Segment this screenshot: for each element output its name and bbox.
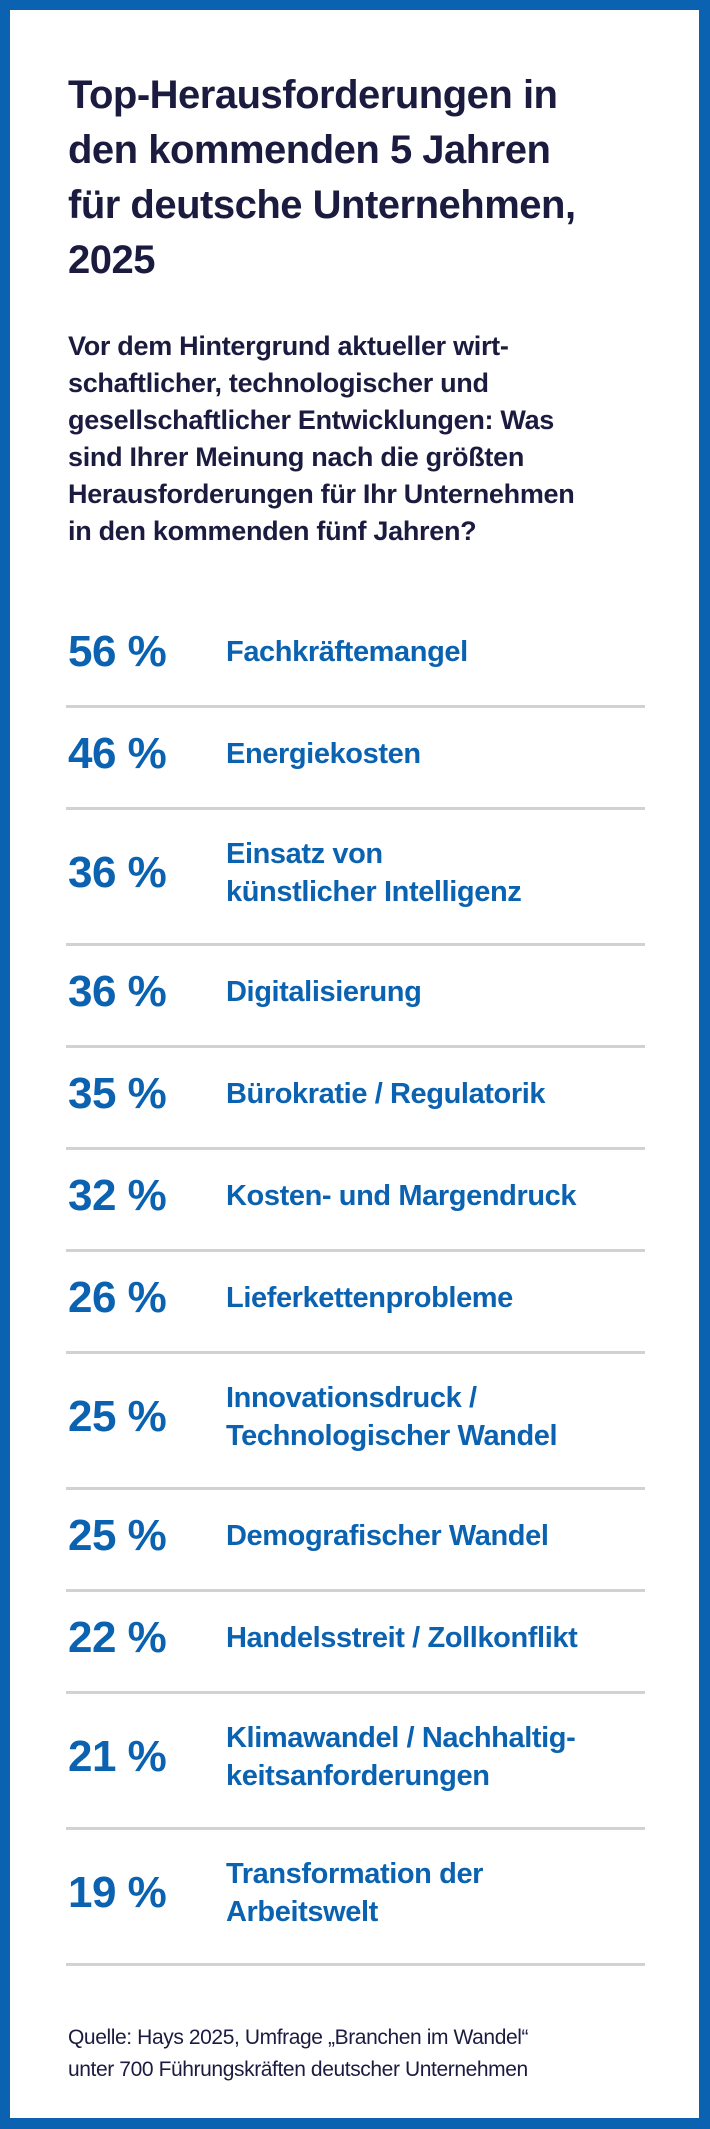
survey-question: Vor dem Hintergrund aktueller wirt- scha… (68, 331, 575, 546)
item-percentage: 25 % (68, 1510, 167, 1560)
list-item: 36 % Einsatz von künstlicher Intelligenz (66, 810, 645, 946)
item-percentage: 46 % (68, 728, 167, 778)
list-item: 21 % Klimawandel / Nachhaltig- keitsanfor… (66, 1694, 645, 1830)
list-item: 22 % Handelsstreit / Zollkonflikt (66, 1592, 645, 1694)
item-percentage: 25 % (68, 1391, 167, 1441)
item-label: Transformation der Arbeitswelt (226, 1857, 484, 1928)
item-percentage: 36 % (68, 847, 167, 897)
list-item: 36 % Digitalisierung (66, 946, 645, 1048)
item-label: Handelsstreit / Zollkonflikt (226, 1621, 578, 1654)
item-percentage: 26 % (68, 1272, 167, 1322)
infographic-card: Top-Herausforderungen in den kommenden 5… (10, 10, 699, 2118)
list-item: 56 % Fachkräftemangel (66, 606, 645, 708)
challenge-list: 56 % Fachkräftemangel 46 % Energiekosten 36 … (66, 606, 645, 1966)
list-item: 19 % Transformation der Arbeitswelt (66, 1830, 645, 1966)
item-label: Fachkräftemangel (226, 635, 468, 668)
item-label: Energiekosten (226, 737, 421, 770)
item-label: Klimawandel / Nachhaltig- keitsanforderu… (226, 1721, 576, 1792)
item-percentage: 35 % (68, 1068, 167, 1118)
list-item: 25 % Demografischer Wandel (66, 1490, 645, 1592)
item-label: Lieferkettenprobleme (226, 1281, 513, 1314)
item-percentage: 36 % (68, 966, 167, 1016)
item-percentage: 56 % (68, 626, 167, 676)
list-item: 32 % Kosten- und Margendruck (66, 1150, 645, 1252)
item-percentage: 32 % (68, 1170, 167, 1220)
item-percentage: 19 % (68, 1867, 167, 1917)
item-percentage: 21 % (68, 1731, 167, 1781)
list-item: 26 % Lieferkettenprobleme (66, 1252, 645, 1354)
list-item: 46 % Energiekosten (66, 708, 645, 810)
item-label: Demografischer Wandel (226, 1519, 549, 1552)
item-percentage: 22 % (68, 1612, 167, 1662)
item-label: Innovationsdruck / Technologischer Wande… (226, 1381, 558, 1452)
item-label: Digitalisierung (226, 975, 422, 1008)
list-item: 25 % Innovationsdruck / Technologischer W… (66, 1354, 645, 1490)
source-note: Quelle: Hays 2025, Umfrage „Branchen im … (68, 2026, 529, 2081)
list-item: 35 % Bürokratie / Regulatorik (66, 1048, 645, 1150)
item-label: Einsatz von künstlicher Intelligenz (226, 837, 522, 908)
page-title: Top-Herausforderungen in den kommenden 5… (68, 73, 576, 282)
item-label: Bürokratie / Regulatorik (226, 1077, 546, 1110)
item-label: Kosten- und Margendruck (226, 1179, 577, 1212)
